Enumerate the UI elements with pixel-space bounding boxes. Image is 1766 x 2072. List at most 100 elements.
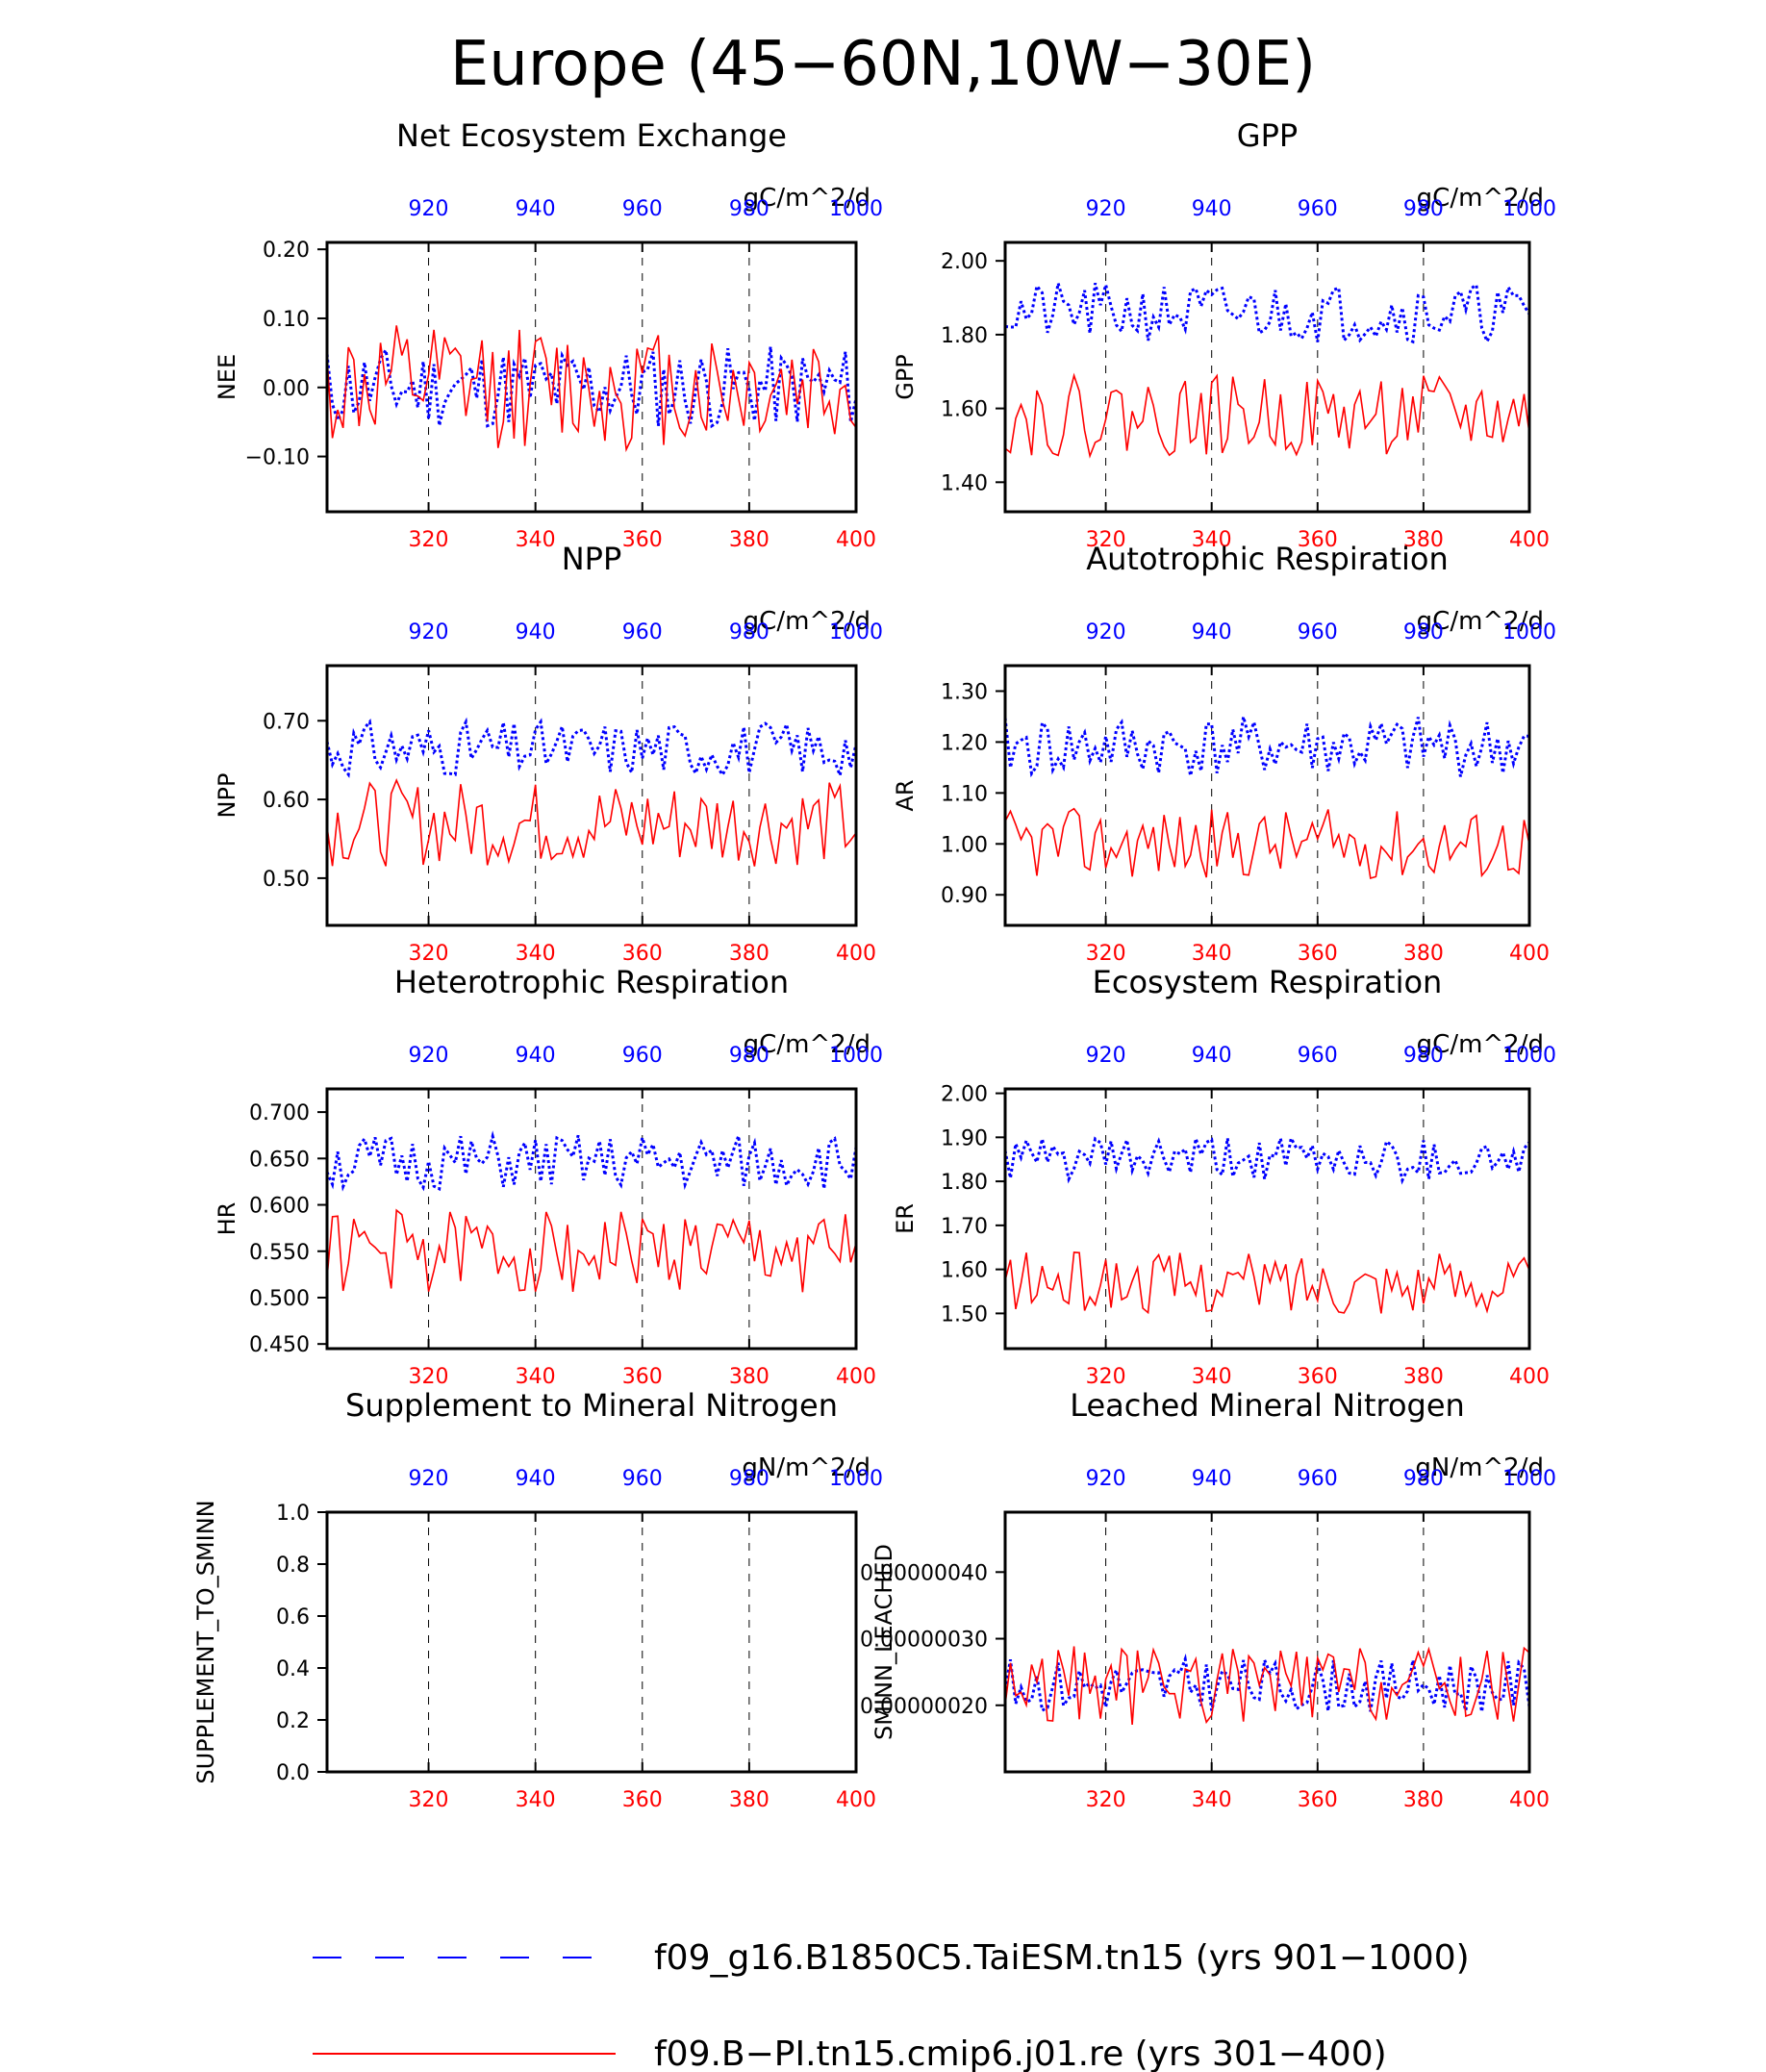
y-tick-label: 0.10 bbox=[263, 308, 310, 332]
x-tick-label-bottom: 360 bbox=[622, 528, 663, 552]
x-tick-label-top: 920 bbox=[409, 1044, 449, 1068]
units-label: gN/m^2/d bbox=[742, 1453, 870, 1482]
x-tick-label-bottom: 400 bbox=[1509, 1788, 1550, 1812]
series-line-blue bbox=[325, 717, 858, 782]
x-tick-label-top: 920 bbox=[1086, 197, 1126, 221]
y-tick-label: 0.50 bbox=[263, 868, 310, 892]
units-label: gC/m^2/d bbox=[744, 607, 870, 636]
x-tick-label-top: 1000 bbox=[829, 1467, 883, 1491]
x-tick-label-top: 980 bbox=[729, 1467, 769, 1491]
x-tick-label-top: 960 bbox=[1298, 1044, 1338, 1068]
x-tick-label-top: 920 bbox=[1086, 1467, 1126, 1491]
y-tick-label: 0.00 bbox=[263, 377, 310, 401]
x-tick-label-top: 1000 bbox=[1502, 620, 1556, 644]
x-tick-label-top: 1000 bbox=[1502, 197, 1556, 221]
panel-title: Net Ecosystem Exchange bbox=[396, 117, 787, 154]
x-tick-label-bottom: 380 bbox=[1403, 942, 1444, 966]
units-label: gC/m^2/d bbox=[744, 1030, 870, 1059]
panel-title: Supplement to Mineral Nitrogen bbox=[345, 1387, 838, 1424]
y-tick-label: 0.500 bbox=[249, 1287, 310, 1311]
series-line-blue bbox=[1004, 282, 1531, 345]
y-axis-label: NPP bbox=[214, 773, 240, 819]
legend: f09_g16.B1850C5.TaiESM.tn15 (yrs 901−100… bbox=[313, 1938, 1470, 2072]
y-tick-label: 1.00 bbox=[941, 833, 988, 857]
y-tick-label: 0.550 bbox=[249, 1241, 310, 1265]
plot-frame bbox=[325, 240, 858, 514]
y-tick-label: 1.80 bbox=[941, 324, 988, 348]
x-tick-label-bottom: 360 bbox=[622, 1365, 663, 1389]
panel-4: Heterotrophic Respiration gC/m^2/d 0.700 0.… bbox=[214, 964, 883, 1389]
panel-title: Ecosystem Respiration bbox=[1093, 964, 1443, 1000]
x-tick-label-bottom: 360 bbox=[1298, 528, 1338, 552]
y-tick-label: 0.00000020 bbox=[860, 1695, 988, 1719]
x-tick-label-top: 960 bbox=[622, 620, 663, 644]
series-line-red bbox=[326, 325, 857, 453]
plot-frame bbox=[1003, 1087, 1531, 1351]
y-tick-label: 0.60 bbox=[263, 789, 310, 813]
y-tick-label: 1.60 bbox=[941, 1259, 988, 1283]
x-tick-label-top: 980 bbox=[729, 620, 769, 644]
x-tick-label-bottom: 380 bbox=[1403, 528, 1444, 552]
y-tick-label: 1.10 bbox=[941, 782, 988, 806]
x-tick-label-bottom: 380 bbox=[729, 1365, 769, 1389]
x-tick-label-top: 940 bbox=[516, 1044, 556, 1068]
series-line-blue bbox=[325, 1130, 858, 1192]
x-tick-label-bottom: 360 bbox=[1298, 1788, 1338, 1812]
panel-title: GPP bbox=[1237, 117, 1298, 154]
x-tick-label-top: 920 bbox=[409, 620, 449, 644]
x-tick-label-bottom: 320 bbox=[1086, 1788, 1126, 1812]
panel-title: NPP bbox=[562, 541, 622, 577]
y-axis-label: SMINN_LEACHED bbox=[870, 1544, 897, 1740]
x-tick-label-top: 920 bbox=[409, 197, 449, 221]
plot-frame bbox=[325, 1510, 858, 1774]
y-tick-label: 1.40 bbox=[941, 471, 988, 495]
series-line-blue bbox=[1003, 716, 1530, 778]
units-label: gC/m^2/d bbox=[744, 184, 870, 213]
x-tick-label-top: 960 bbox=[1298, 1467, 1338, 1491]
x-tick-label-bottom: 400 bbox=[836, 528, 876, 552]
x-tick-label-top: 1000 bbox=[829, 1044, 883, 1068]
units-label: gC/m^2/d bbox=[1417, 607, 1544, 636]
y-tick-label: −0.10 bbox=[245, 446, 310, 470]
y-tick-label: 0.20 bbox=[263, 239, 310, 263]
panel-title: Autotrophic Respiration bbox=[1086, 541, 1449, 577]
x-tick-label-bottom: 380 bbox=[729, 942, 769, 966]
x-tick-label-bottom: 360 bbox=[622, 1788, 663, 1812]
x-tick-label-bottom: 320 bbox=[1086, 1365, 1126, 1389]
x-tick-label-bottom: 340 bbox=[1192, 528, 1232, 552]
y-tick-label: 0.650 bbox=[249, 1148, 310, 1172]
x-tick-label-top: 960 bbox=[1298, 620, 1338, 644]
x-tick-label-bottom: 360 bbox=[622, 942, 663, 966]
x-tick-label-top: 940 bbox=[516, 620, 556, 644]
x-tick-label-bottom: 360 bbox=[1298, 942, 1338, 966]
x-tick-label-top: 940 bbox=[1192, 1044, 1232, 1068]
x-tick-label-top: 1000 bbox=[1502, 1044, 1556, 1068]
x-tick-label-top: 980 bbox=[1403, 620, 1444, 644]
legend-label-b: f09.B−PI.tn15.cmip6.j01.re (yrs 301−400) bbox=[654, 2034, 1387, 2072]
x-tick-label-bottom: 320 bbox=[409, 1365, 449, 1389]
x-tick-label-top: 940 bbox=[1192, 620, 1232, 644]
units-label: gC/m^2/d bbox=[1417, 184, 1544, 213]
x-tick-label-bottom: 320 bbox=[1086, 942, 1126, 966]
y-tick-label: 0.4 bbox=[276, 1657, 310, 1681]
panel-7: Leached Mineral Nitrogen gN/m^2/d 0.000000… bbox=[860, 1387, 1556, 1812]
x-tick-label-bottom: 400 bbox=[1509, 1365, 1550, 1389]
x-tick-label-top: 940 bbox=[516, 197, 556, 221]
y-axis-label: ER bbox=[892, 1203, 919, 1234]
series-line-blue bbox=[1003, 1133, 1531, 1185]
x-tick-label-bottom: 380 bbox=[1403, 1365, 1444, 1389]
series-line-red bbox=[1004, 1646, 1530, 1725]
x-tick-label-bottom: 340 bbox=[1192, 942, 1232, 966]
x-tick-label-top: 960 bbox=[1298, 197, 1338, 221]
y-tick-label: 0.700 bbox=[249, 1101, 310, 1125]
y-axis-label: SUPPLEMENT_TO_SMINN bbox=[192, 1500, 219, 1783]
y-tick-label: 1.70 bbox=[941, 1215, 988, 1239]
plot-frame bbox=[325, 664, 858, 927]
x-tick-label-bottom: 400 bbox=[836, 1365, 876, 1389]
y-tick-label: 0.8 bbox=[276, 1554, 310, 1578]
panel-3: Autotrophic Respiration gC/m^2/d 1.30 1.20 1… bbox=[892, 541, 1556, 966]
y-tick-label: 0.00000030 bbox=[860, 1629, 988, 1653]
x-tick-label-bottom: 320 bbox=[1086, 528, 1126, 552]
y-tick-label: 2.00 bbox=[941, 250, 988, 274]
